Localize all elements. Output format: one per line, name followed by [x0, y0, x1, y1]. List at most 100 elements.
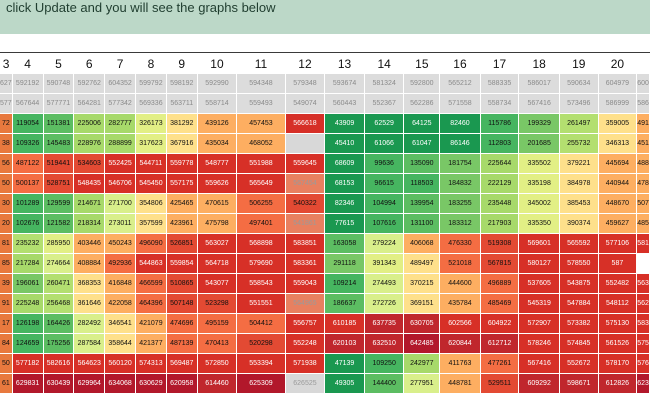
heatmap-cell: 118503 — [403, 173, 441, 194]
heatmap-cell: 435784 — [439, 293, 481, 314]
heatmap-cell: 559854 — [166, 253, 198, 274]
heatmap-cell: 256468 — [43, 293, 75, 314]
heatmap-cell: 445694 — [598, 153, 638, 174]
heatmap-cell: 562 — [636, 293, 650, 314]
heatmap-cell: 416848 — [104, 273, 136, 294]
heatmap-cell: 459627 — [598, 213, 638, 234]
heatmap-cell: 575130 — [598, 313, 638, 334]
heatmap-cell: 107616 — [364, 213, 405, 234]
heatmap-cell: 547884 — [559, 293, 599, 314]
summary-cell: 588335 — [480, 74, 520, 94]
heatmap-cell: 552672 — [559, 353, 599, 374]
summary-cell: 594348 — [236, 74, 286, 94]
table-row: 50 500137 528751 548435 546706 545450 557175 55… — [0, 173, 650, 194]
heatmap-cell: 464396 — [135, 293, 167, 314]
heatmap-table-container[interactable]: 3 4 5 6 7 8 9 10 11 12 13 14 15 16 17 18 19 20 627 592192 5… — [0, 54, 650, 400]
heatmap-cell: 272726 — [364, 293, 405, 314]
heatmap-cell: 439126 — [197, 113, 238, 134]
heatmap-cell: 489497 — [403, 253, 441, 274]
heatmap-cell: 563 — [636, 273, 650, 294]
heatmap-cell: 567454 — [285, 173, 326, 194]
table-row: 30 101289 129599 214671 271700 354806 425465 47… — [0, 193, 650, 214]
heatmap-cell: 406068 — [403, 233, 441, 254]
heatmap-cell: 260471 — [43, 273, 75, 294]
heatmap-cell: 576 — [636, 353, 650, 374]
heatmap-cell: 574845 — [559, 333, 599, 354]
heatmap-cell: 47139 — [324, 353, 365, 374]
instruction-text: click Update and you will see the graphs… — [6, 0, 276, 15]
table-row: 72 119054 151381 225006 282777 326173 381292 43… — [0, 113, 650, 134]
heatmap-cell: 565592 — [559, 233, 599, 254]
heatmap-cell: 228976 — [73, 133, 106, 154]
heatmap-cell: 354806 — [135, 193, 167, 214]
heatmap-cell: 551988 — [236, 153, 286, 174]
heatmap-cell: 583361 — [285, 253, 326, 274]
heatmap-cell: 225006 — [73, 113, 106, 134]
heatmap-cell: 199329 — [518, 113, 560, 134]
heatmap-cell: 546706 — [104, 173, 136, 194]
heatmap-cell: 64125 — [403, 113, 441, 134]
heatmap-cell: 544711 — [135, 153, 167, 174]
heatmap-cell: 477261 — [480, 353, 520, 374]
heatmap-cell: 390374 — [559, 213, 599, 234]
column-header: 15 — [403, 54, 440, 74]
heatmap-cell: 282777 — [104, 113, 136, 134]
heatmap-cell: 581 — [636, 233, 650, 254]
heatmap-cell: 519308 — [480, 233, 520, 254]
heatmap-cell: 385453 — [559, 193, 599, 214]
summary-cell: 604352 — [104, 74, 136, 94]
summary-cell: 600 — [636, 74, 650, 94]
heatmap-cell: 421377 — [135, 333, 167, 354]
heatmap-cell: 552248 — [285, 333, 326, 354]
heatmap-cell: 115786 — [480, 113, 520, 134]
heatmap-cell: 564623 — [73, 353, 106, 374]
summary-row: 627 592192 590748 592762 604352 599792 598192 5… — [0, 74, 650, 94]
heatmap-cell: 582616 — [43, 353, 75, 374]
heatmap-cell: 587 — [598, 253, 638, 274]
heatmap-cell: 368353 — [73, 273, 106, 294]
heatmap-cell: 637735 — [364, 313, 405, 334]
heatmap-cell: 82346 — [324, 193, 365, 214]
heatmap-cell: 96615 — [364, 173, 405, 194]
heatmap-cell: 573382 — [559, 313, 599, 334]
heatmap-cell: 626525 — [285, 373, 326, 394]
heatmap-cell: 579690 — [236, 253, 286, 274]
heatmap-cell: 61066 — [364, 133, 405, 154]
summary-cell: 590634 — [559, 74, 599, 94]
summary-cell: 567644 — [12, 93, 44, 114]
heatmap-cell: 506255 — [236, 193, 286, 214]
heatmap-cell: 274493 — [364, 273, 405, 294]
summary-cell: 592800 — [403, 74, 441, 94]
heatmap-cell: 271700 — [104, 193, 136, 214]
table-row: 56 487122 519441 534603 552425 544711 559778 54… — [0, 153, 650, 174]
heatmap-cell: 56 — [0, 153, 13, 174]
header-divider — [0, 52, 650, 53]
heatmap-cell: 630629 — [135, 373, 167, 394]
column-header: 20 — [598, 54, 637, 74]
heatmap-cell: 571938 — [285, 353, 326, 374]
summary-cell: 586 — [636, 93, 650, 114]
heatmap-cell: 583851 — [285, 233, 326, 254]
heatmap-cell: 43909 — [324, 113, 365, 134]
heatmap-cell: 520298 — [236, 333, 286, 354]
heatmap-cell: 553394 — [236, 353, 286, 374]
column-header: 5 — [43, 54, 74, 74]
heatmap-cell: 38 — [0, 133, 13, 154]
heatmap-cell: 630705 — [403, 313, 441, 334]
heatmap-cell: 379221 — [559, 153, 599, 174]
table-row: 17 126198 164426 282492 346541 421079 474696 49… — [0, 313, 650, 334]
heatmap-cell: 367916 — [166, 133, 198, 154]
heatmap-cell: 444600 — [439, 273, 481, 294]
summary-cell: 592762 — [73, 74, 106, 94]
summary-cell: 560443 — [324, 93, 365, 114]
heatmap-cell: 478 — [636, 173, 650, 194]
heatmap-cell: 104994 — [364, 193, 405, 214]
heatmap-cell: 470413 — [197, 333, 238, 354]
heatmap-cell: 470615 — [197, 193, 238, 214]
heatmap-cell: 435034 — [197, 133, 238, 154]
heatmap-cell: 548777 — [197, 153, 238, 174]
heatmap-cell: 485 — [636, 213, 650, 234]
heatmap-cell: 242977 — [403, 353, 441, 374]
heatmap-cell: 526851 — [166, 233, 198, 254]
column-header: 13 — [324, 54, 365, 74]
